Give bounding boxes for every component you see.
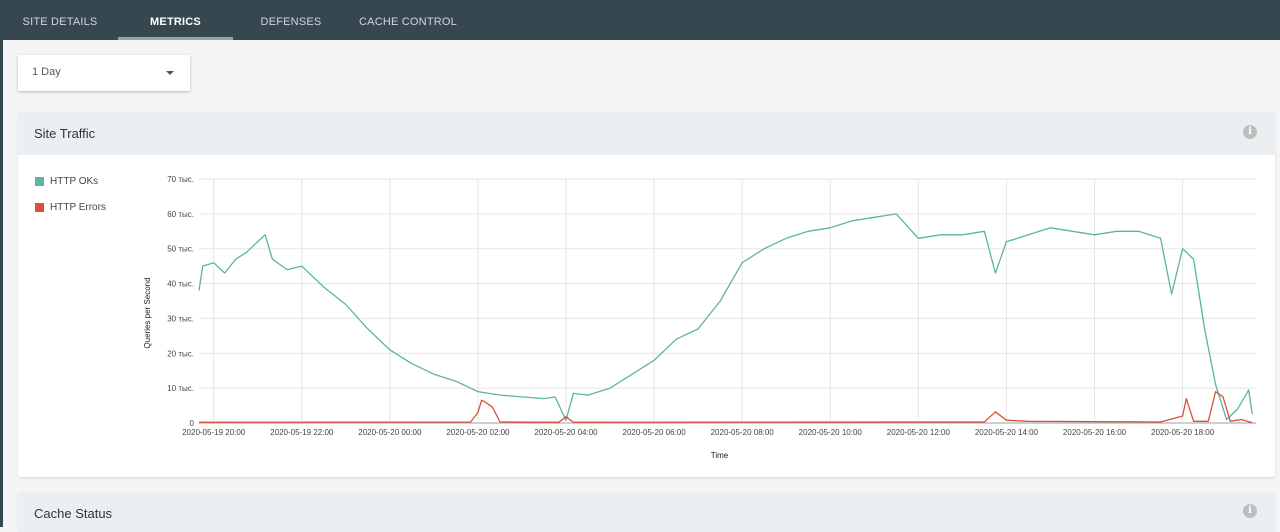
legend-label-oks: HTTP OKs <box>50 176 99 187</box>
cache-status-header: Cache Status i <box>18 492 1275 532</box>
y-tick-label: 10 тыс. <box>167 384 194 393</box>
y-tick-label: 50 тыс. <box>167 245 194 254</box>
info-icon[interactable]: i <box>1243 125 1257 139</box>
x-tick-label: 2020-05-20 10:00 <box>799 428 863 437</box>
x-tick-label: 2020-05-20 16:00 <box>1063 428 1127 437</box>
active-tab-indicator <box>118 37 233 40</box>
legend-swatch-errors <box>35 203 44 212</box>
x-axis-title: Time <box>711 451 729 460</box>
tab-metrics[interactable]: METRICS <box>150 16 201 28</box>
x-tick-label: 2020-05-20 18:00 <box>1151 428 1215 437</box>
x-tick-label: 2020-05-20 04:00 <box>534 428 598 437</box>
x-tick-label: 2020-05-19 22:00 <box>270 428 334 437</box>
y-tick-label: 60 тыс. <box>167 210 194 219</box>
x-tick-label: 2020-05-20 12:00 <box>887 428 951 437</box>
y-axis-title: Queries per Second <box>143 277 152 348</box>
series-line-http-oks <box>198 213 1253 421</box>
x-tick-label: 2020-05-20 06:00 <box>623 428 687 437</box>
site-traffic-header: Site Traffic i <box>18 112 1275 155</box>
cache-status-title: Cache Status <box>34 506 113 521</box>
tab-site-details[interactable]: SITE DETAILS <box>22 16 98 28</box>
y-tick-label: 20 тыс. <box>167 349 194 358</box>
y-tick-label: 70 тыс. <box>167 175 194 184</box>
tab-cache-control[interactable]: CACHE CONTROL <box>359 16 457 28</box>
tab-defenses[interactable]: DEFENSES <box>260 16 322 28</box>
x-tick-label: 2020-05-20 08:00 <box>711 428 775 437</box>
x-tick-label: 2020-05-20 00:00 <box>358 428 422 437</box>
time-range-value: 1 Day <box>32 66 61 78</box>
info-icon[interactable]: i <box>1243 504 1257 518</box>
window-edge <box>0 0 3 527</box>
site-traffic-title: Site Traffic <box>34 126 96 141</box>
traffic-chart: 0 10 тыс. 20 тыс. 30 тыс. 40 тыс. 50 тыс. 60 т… <box>143 175 1256 460</box>
y-tick-label: 40 тыс. <box>167 280 194 289</box>
x-tick-label: 2020-05-19 20:00 <box>182 428 246 437</box>
caret-down-icon <box>166 71 174 75</box>
x-tick-label: 2020-05-20 02:00 <box>446 428 510 437</box>
cache-status-card: Cache Status i <box>18 492 1275 532</box>
series-line-http-errors <box>198 390 1253 424</box>
y-tick-label: 30 тыс. <box>167 314 194 323</box>
x-tick-label: 2020-05-20 14:00 <box>975 428 1039 437</box>
y-tick-label: 0 <box>190 419 195 428</box>
legend-label-errors: HTTP Errors <box>50 202 106 213</box>
legend-swatch-oks <box>35 177 44 186</box>
top-nav-bar: SITE DETAILS METRICS DEFENSES CACHE CONT… <box>0 0 1280 40</box>
site-traffic-card: Site Traffic i HTTP OKs HTTP Errors 0 10 … <box>18 112 1275 477</box>
time-range-dropdown[interactable]: 1 Day <box>18 55 190 91</box>
